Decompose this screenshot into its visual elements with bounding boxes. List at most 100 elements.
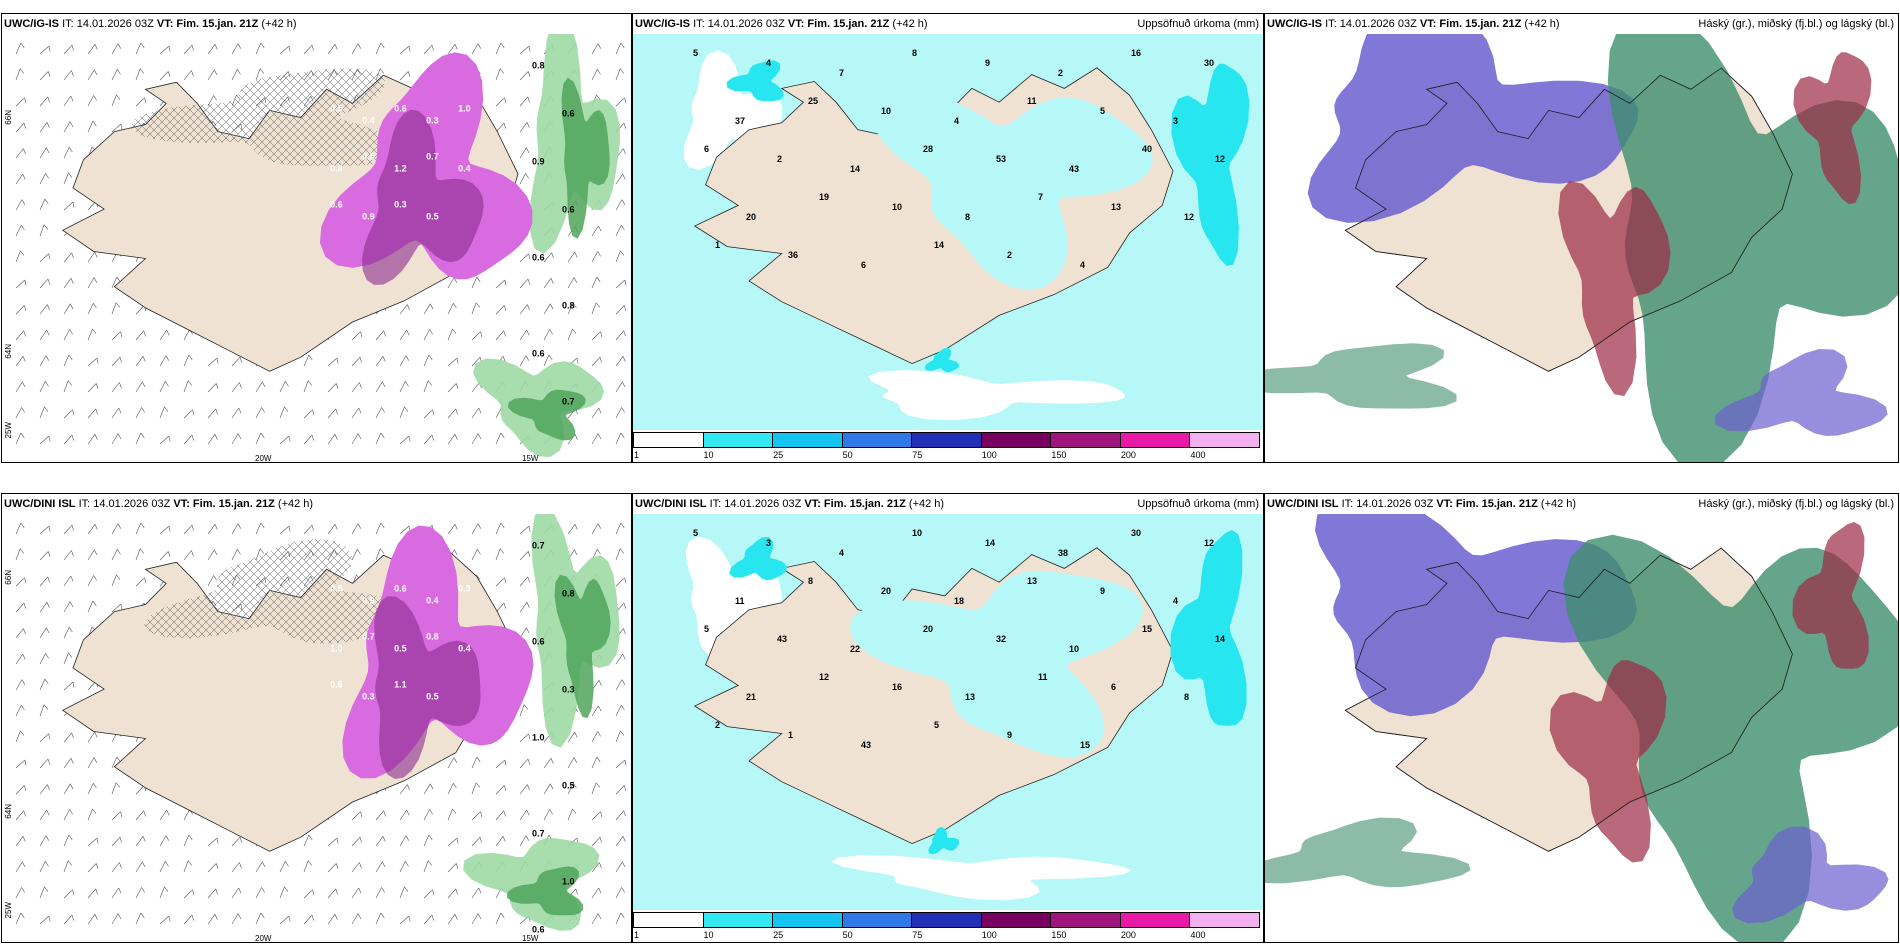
wind-barb [183, 914, 195, 925]
precip-value-label: 0.6 [532, 924, 545, 934]
wind-barb [399, 886, 409, 899]
precip-area [1170, 530, 1247, 726]
wind-barb [111, 811, 123, 821]
init-time: IT: 14.01.2026 03Z [1325, 18, 1417, 30]
colorbar: 1 10 25 50 75 100 150 200 400 [633, 430, 1263, 462]
snow-value-label: 0.5 [394, 643, 407, 653]
map-precip: 5478921630372510411536214285343401220191… [633, 34, 1263, 434]
wind-barb [591, 756, 601, 769]
colorbar-tick-label: 400 [1190, 450, 1206, 460]
wind-barb [519, 784, 530, 795]
high-cloud [1563, 534, 1898, 942]
mid-cloud [1315, 514, 1637, 717]
wind-barb [87, 524, 98, 535]
wind-barb [471, 887, 482, 899]
model-name: UWC/DINI ISL [1267, 498, 1339, 510]
wind-barb [39, 835, 50, 847]
wind-barb [591, 225, 602, 237]
lat-label: 66N [4, 570, 13, 585]
precip-area [554, 574, 611, 719]
precip-area [1171, 63, 1250, 267]
wind-barb [327, 888, 338, 899]
wind-barb [519, 45, 531, 55]
wind-barb [39, 653, 49, 665]
wind-barb [39, 278, 51, 289]
wind-barb [399, 355, 410, 367]
wind-barb [351, 913, 362, 925]
wind-barb [231, 433, 242, 445]
wind-barb [399, 915, 411, 925]
precip-value-label: 0.8 [532, 60, 545, 70]
snow-area [362, 109, 484, 285]
wind-barb [15, 42, 25, 55]
wind-barb [39, 381, 49, 393]
wind-barb [615, 785, 627, 795]
lead-time: (+42 h) [908, 498, 945, 510]
colorbar-swatch [772, 432, 843, 448]
precip-value-label: 4 [954, 116, 959, 126]
wind-barb [15, 912, 25, 925]
wind-barb [15, 225, 25, 237]
panel-title: UWC/DINI ISL IT: 14.01.2026 03Z VT: Fim.… [1265, 494, 1898, 514]
wind-barb [471, 756, 481, 769]
wind-barb [303, 434, 315, 445]
wind-barb [39, 45, 51, 55]
precip-value-label: 5 [693, 48, 698, 58]
precip-value-label: 20 [746, 212, 756, 222]
wind-barb [39, 253, 51, 263]
wind-barb [567, 277, 578, 289]
precip-value-label: 0.5 [562, 780, 575, 790]
wind-barb [159, 435, 171, 445]
wind-barb [135, 577, 147, 587]
precip-value-label: 1.0 [532, 732, 545, 742]
wind-barb [399, 784, 410, 795]
wind-barb [87, 575, 97, 587]
colorbar-swatch [911, 912, 982, 928]
wind-barb [423, 44, 435, 55]
panel-title: UWC/DINI ISL IT: 14.01.2026 03Z VT: Fim.… [633, 494, 1263, 514]
wind-barb [39, 733, 51, 743]
wind-barb [519, 835, 530, 847]
wind-barb [111, 574, 121, 587]
wind-barb [591, 782, 601, 795]
init-time: IT: 14.01.2026 03Z [78, 498, 171, 510]
precip-value-label: 30 [1131, 528, 1141, 538]
precip-value-label: 16 [892, 682, 902, 692]
wind-barb [375, 407, 385, 419]
snow-value-label: 0.5 [362, 151, 375, 161]
wind-barb [255, 42, 265, 55]
lon-label: 20W [255, 454, 272, 463]
precip-value-label: 38 [1058, 548, 1068, 558]
wind-barb [615, 548, 625, 561]
wind-barb [327, 863, 339, 873]
wind-barb [63, 303, 74, 315]
colorbar-swatch [633, 432, 704, 448]
wind-barb [231, 836, 243, 847]
colorbar-tick-label: 25 [773, 930, 784, 940]
precip-value-label: 8 [912, 48, 917, 58]
wind-barb [327, 434, 338, 445]
mid-cloud [1307, 34, 1639, 223]
wind-barb [543, 758, 554, 769]
wind-barb [111, 782, 121, 795]
field-title: Uppsöfnuð úrkoma (mm) [1137, 498, 1259, 510]
wind-barb [519, 758, 531, 769]
wind-barb [519, 173, 529, 185]
wind-barb [231, 69, 241, 81]
wind-barb [615, 381, 626, 393]
mid-cloud [1732, 826, 1889, 924]
wind-barb [63, 252, 74, 263]
wind-barb [351, 836, 363, 847]
precip-value-label: 14 [934, 240, 944, 250]
precip-value-label: 5 [704, 624, 709, 634]
snow-value-label: 0.4 [426, 595, 439, 605]
precip-value-label: 14 [985, 538, 995, 548]
wind-barb [87, 44, 98, 55]
wind-barb [111, 302, 121, 315]
wind-barb [63, 172, 73, 185]
wind-barb [255, 381, 266, 393]
panel-row2-snow: UWC/DINI ISL IT: 14.01.2026 03Z VT: Fim.… [1, 493, 632, 943]
wind-barb [519, 525, 531, 535]
wind-barb [399, 45, 411, 55]
wind-barb [495, 522, 505, 535]
